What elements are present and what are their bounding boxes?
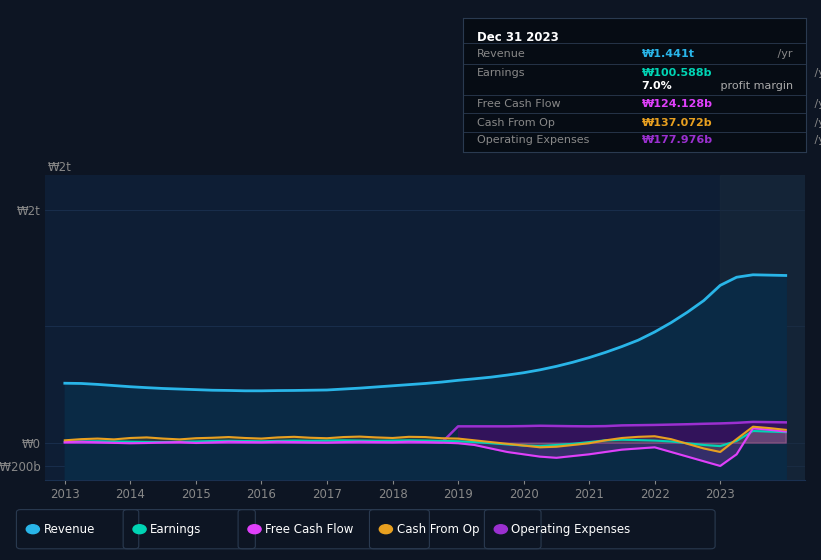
Text: Earnings: Earnings: [150, 522, 202, 536]
Bar: [720, 175, 805, 480]
Text: /yr: /yr: [811, 135, 821, 145]
Text: /yr: /yr: [811, 118, 821, 128]
Text: Revenue: Revenue: [477, 49, 525, 59]
Text: /yr: /yr: [811, 99, 821, 109]
Text: Cash From Op: Cash From Op: [397, 522, 479, 536]
Text: ₩137.072b: ₩137.072b: [641, 118, 712, 128]
Text: Free Cash Flow: Free Cash Flow: [477, 99, 561, 109]
Text: profit margin: profit margin: [717, 81, 793, 91]
Text: Free Cash Flow: Free Cash Flow: [265, 522, 354, 536]
Text: Dec 31 2023: Dec 31 2023: [477, 31, 558, 44]
Text: ₩124.128b: ₩124.128b: [641, 99, 713, 109]
Text: ₩100.588b: ₩100.588b: [641, 68, 712, 78]
Text: Cash From Op: Cash From Op: [477, 118, 555, 128]
Text: Revenue: Revenue: [44, 522, 95, 536]
Text: Operating Expenses: Operating Expenses: [477, 135, 589, 145]
Text: Earnings: Earnings: [477, 68, 525, 78]
Text: ₩1.441t: ₩1.441t: [641, 49, 695, 59]
Text: ₩177.976b: ₩177.976b: [641, 135, 713, 145]
Text: 7.0%: 7.0%: [641, 81, 672, 91]
Text: /yr: /yr: [773, 49, 792, 59]
Text: ₩2t: ₩2t: [48, 161, 71, 174]
Text: Operating Expenses: Operating Expenses: [511, 522, 631, 536]
Text: /yr: /yr: [811, 68, 821, 78]
